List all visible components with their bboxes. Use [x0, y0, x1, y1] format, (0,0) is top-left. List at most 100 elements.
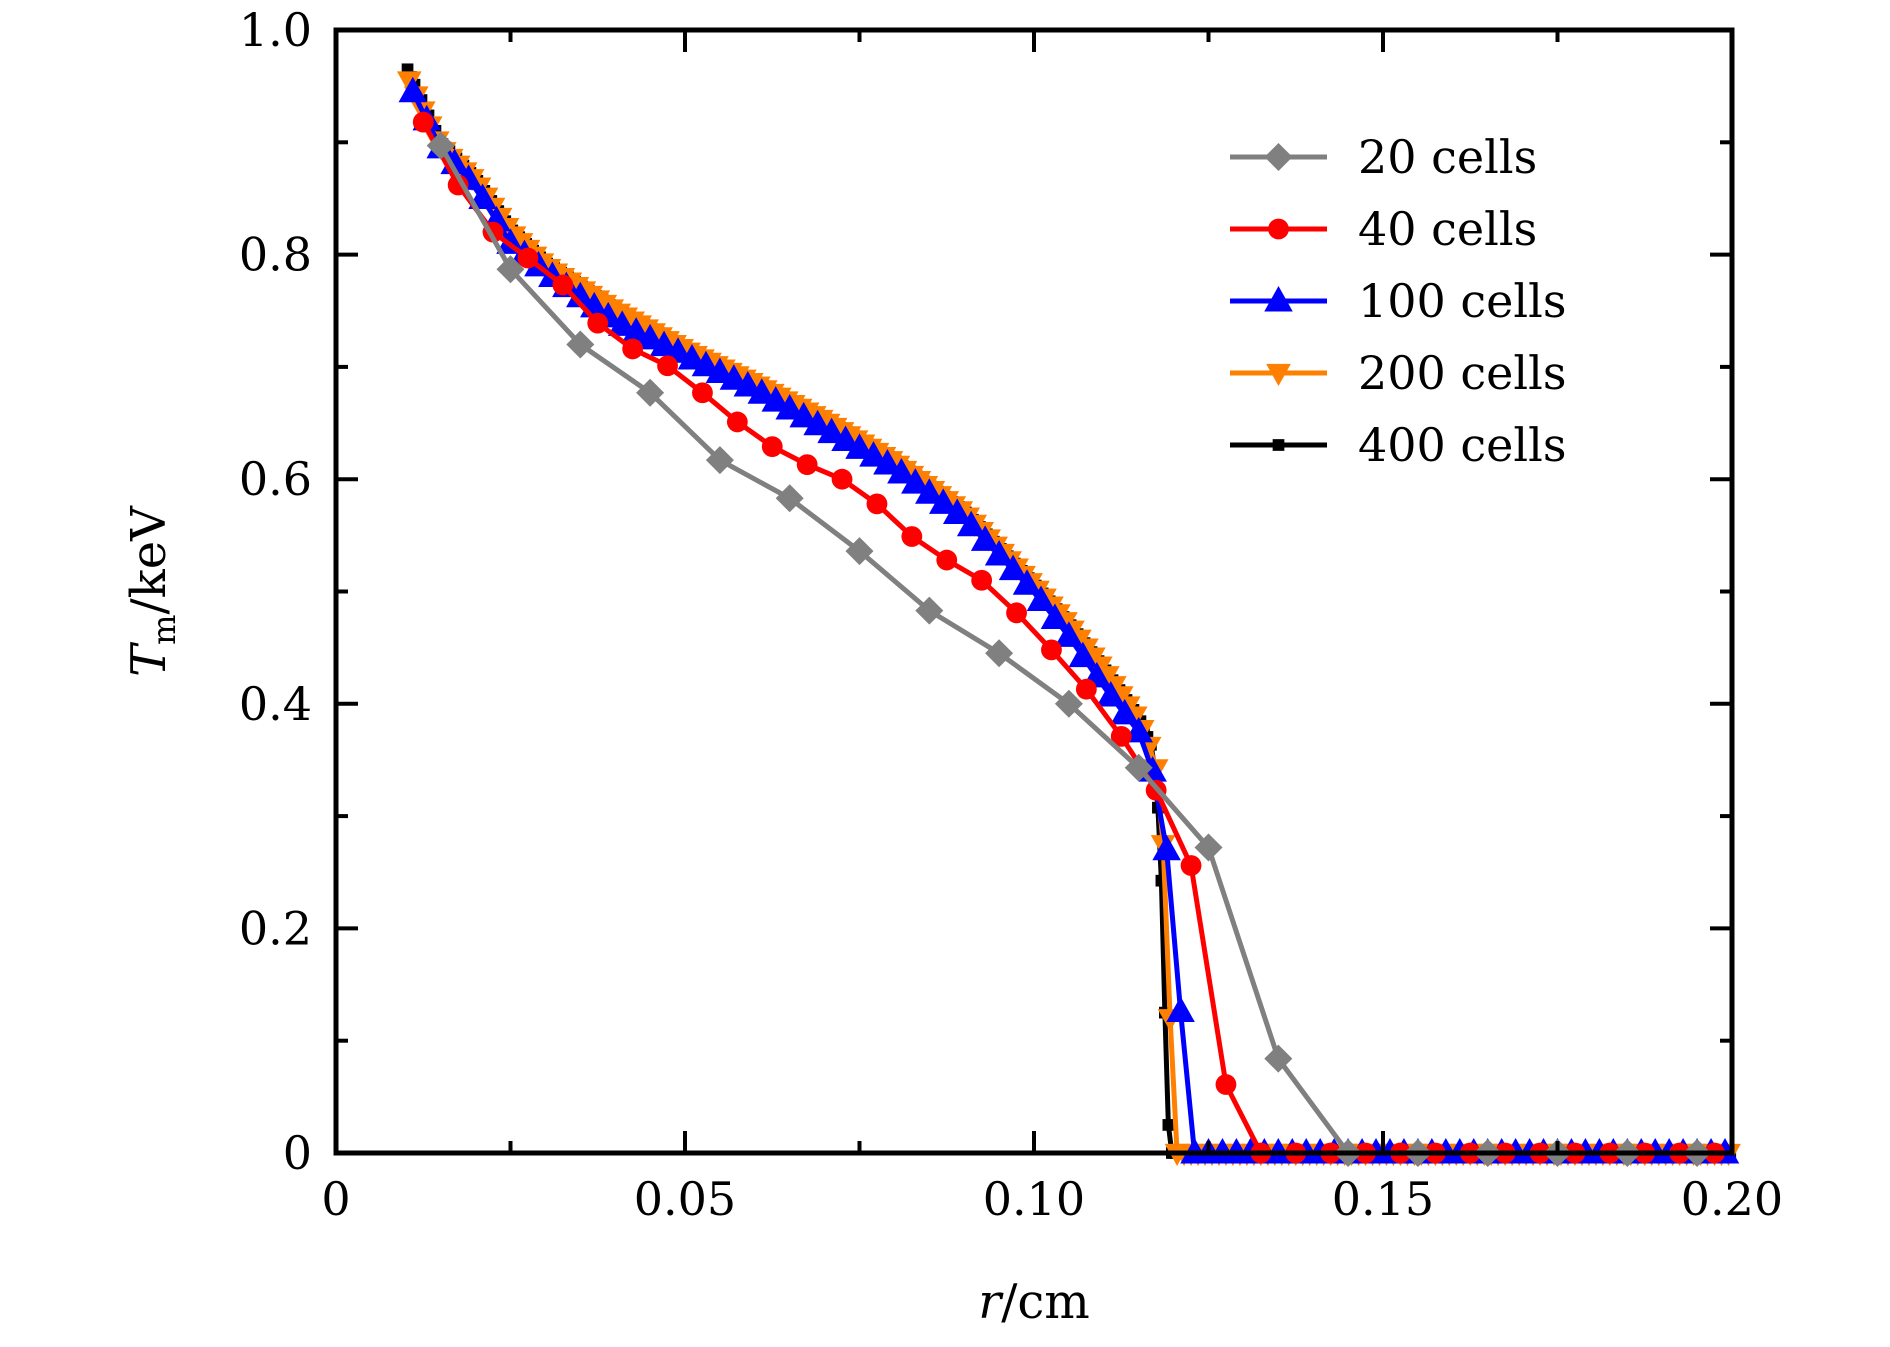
data-point	[775, 394, 804, 420]
legend-label: 400 cells	[1358, 418, 1566, 472]
data-point	[970, 525, 1000, 551]
legend-label: 20 cells	[1358, 130, 1537, 184]
legend-label: 100 cells	[1358, 274, 1566, 328]
data-point	[412, 111, 434, 133]
data-point	[901, 526, 923, 547]
y-axis-label-var: T	[121, 642, 177, 677]
data-point	[1006, 602, 1027, 624]
y-ticks: 0 0.2 0.4 0.6 0.8 1.0	[239, 3, 1732, 1180]
y-tick-label: 0.4	[239, 677, 312, 731]
x-axis-label-var: r	[978, 1274, 1004, 1330]
y-axis-label-unit: /keV	[121, 505, 177, 615]
legend-label: 40 cells	[1358, 202, 1537, 256]
data-point	[1012, 569, 1042, 595]
data-point	[747, 378, 777, 404]
data-point	[587, 312, 609, 334]
data-point	[1194, 833, 1223, 862]
y-tick-label: 0.8	[239, 228, 312, 282]
data-point	[1096, 680, 1126, 707]
data-point	[1155, 874, 1168, 887]
data-point	[1215, 1074, 1237, 1095]
data-point	[692, 382, 713, 404]
legend-marker	[1264, 286, 1293, 312]
data-point	[845, 433, 874, 459]
data-point	[1075, 678, 1097, 700]
data-point	[817, 417, 846, 444]
data-point	[1166, 996, 1195, 1023]
legend-item: 100 cells	[1230, 274, 1566, 328]
data-point	[956, 510, 986, 537]
data-point	[566, 330, 595, 359]
data-point	[1054, 621, 1084, 647]
legend-item: 20 cells	[1230, 130, 1537, 184]
axes: 0 0.05 0.10 0.15 0.20 0 0.2 0.4 0.6 0.8 1.0	[239, 3, 1783, 1226]
legend-item: 40 cells	[1230, 202, 1537, 256]
data-point	[831, 425, 860, 451]
data-point	[761, 386, 790, 412]
legend-marker	[1266, 363, 1291, 386]
data-point	[1110, 725, 1132, 747]
x-axis-label: r/cm	[978, 1274, 1090, 1330]
legend-marker	[1268, 218, 1289, 240]
legend: 20 cells 40 cells 100 cells 200 cells 400 ce…	[1230, 130, 1566, 472]
data-point	[789, 401, 818, 428]
data-point	[761, 436, 783, 458]
data-point	[705, 446, 734, 475]
data-point	[1054, 689, 1083, 718]
data-point	[401, 63, 414, 76]
data-point	[566, 281, 595, 308]
legend-marker	[1272, 439, 1285, 451]
x-tick-label: 0.20	[1681, 1172, 1783, 1226]
data-point	[426, 131, 455, 160]
x-tick-label: 0.05	[634, 1172, 736, 1226]
data-point	[942, 498, 972, 524]
data-point	[1040, 603, 1070, 629]
data-point	[866, 493, 888, 515]
data-point	[1152, 834, 1181, 861]
y-axis-label: Tm/keV	[121, 505, 183, 677]
data-point	[1026, 585, 1056, 611]
data-point	[1162, 1119, 1175, 1131]
series-200-cells	[396, 71, 1741, 1166]
data-point	[1068, 641, 1098, 668]
data-point	[1180, 855, 1202, 876]
data-point	[845, 537, 874, 566]
y-tick-label: 0	[283, 1126, 312, 1180]
data-point	[796, 454, 818, 476]
data-point	[936, 549, 958, 571]
data-point	[984, 540, 1014, 566]
data-point	[873, 449, 902, 475]
data-point	[915, 596, 944, 625]
y-tick-label: 0.2	[239, 901, 312, 955]
data-point	[496, 255, 525, 284]
data-point	[971, 569, 993, 591]
legend-marker	[1264, 143, 1293, 171]
data-point	[726, 411, 748, 433]
data-point	[552, 274, 574, 296]
y-tick-label: 1.0	[239, 3, 312, 57]
series-layer	[396, 63, 1741, 1167]
data-point	[1264, 1044, 1293, 1073]
data-point	[998, 554, 1028, 581]
data-point	[775, 484, 804, 513]
data-point	[1124, 753, 1153, 782]
data-point	[733, 370, 763, 397]
data-point	[398, 76, 428, 103]
x-tick-label: 0.15	[1332, 1172, 1434, 1226]
y-axis-label-sub: m	[145, 614, 183, 644]
data-point	[985, 639, 1014, 668]
data-point	[657, 355, 678, 377]
x-ticks: 0 0.05 0.10 0.15 0.20	[321, 30, 1783, 1226]
y-tick-label: 0.6	[239, 452, 312, 506]
data-point	[1110, 698, 1139, 725]
legend-item: 400 cells	[1230, 418, 1566, 472]
legend-item: 200 cells	[1230, 346, 1566, 400]
data-point	[915, 478, 944, 504]
x-tick-label: 0	[321, 1172, 350, 1226]
legend-label: 200 cells	[1358, 346, 1566, 400]
data-point	[901, 468, 930, 494]
x-axis-label-unit: /cm	[1001, 1274, 1090, 1330]
data-point	[1041, 639, 1062, 661]
data-point	[622, 338, 644, 360]
